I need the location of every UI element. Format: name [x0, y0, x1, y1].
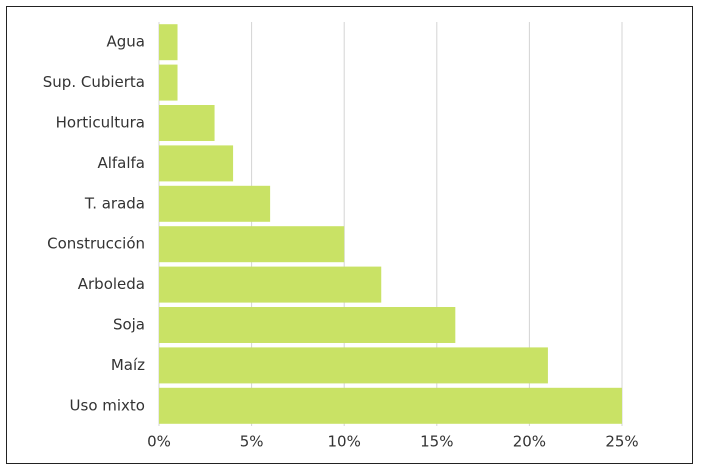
x-tick-label: 15%: [420, 433, 453, 451]
x-tick-label: 5%: [240, 433, 264, 451]
bar: [159, 266, 382, 303]
x-tick-label: 10%: [328, 433, 361, 451]
x-tick-label: 20%: [513, 433, 546, 451]
bar: [159, 347, 548, 384]
bar: [159, 185, 271, 222]
bar: [159, 226, 345, 263]
y-tick-label: Uso mixto: [70, 396, 145, 414]
bar: [159, 24, 178, 61]
bar: [159, 387, 622, 424]
y-tick-label: Maíz: [111, 356, 145, 374]
y-tick-label: Horticultura: [56, 114, 145, 132]
bar: [159, 307, 456, 343]
y-tick-label: Agua: [107, 33, 145, 51]
y-tick-label: Sup. Cubierta: [43, 73, 145, 91]
x-tick-label: 25%: [605, 433, 638, 451]
y-tick-label: Construcción: [47, 235, 145, 253]
bar: [159, 145, 234, 182]
x-tick-label: 0%: [147, 433, 171, 451]
bar: [159, 105, 215, 141]
y-tick-label: T. arada: [84, 194, 145, 212]
y-tick-label: Alfalfa: [97, 154, 145, 172]
chart-frame: [6, 6, 693, 464]
y-tick-label: Soja: [113, 316, 145, 334]
bar: [159, 64, 178, 101]
y-tick-label: Arboleda: [78, 275, 145, 293]
